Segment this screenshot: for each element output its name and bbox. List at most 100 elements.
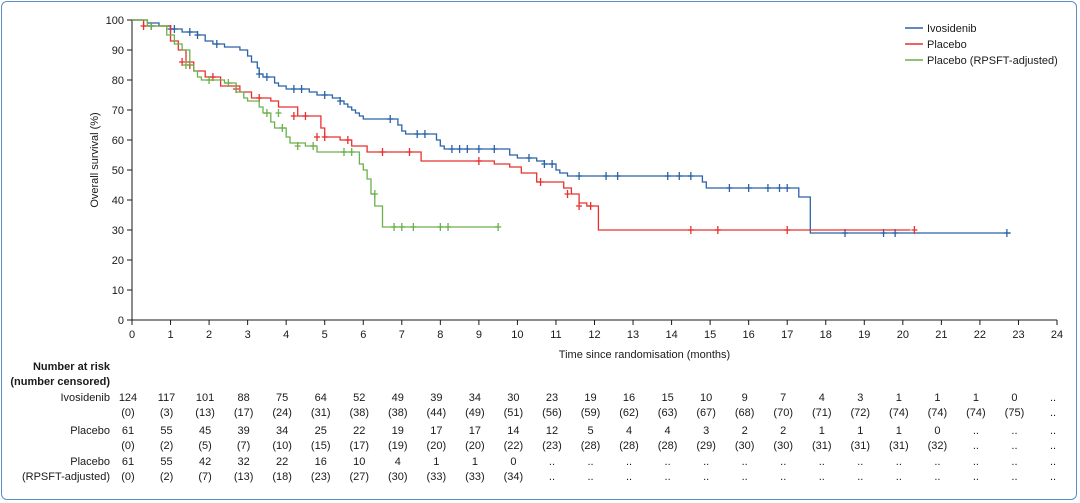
x-tick-label: 24 — [1051, 329, 1063, 341]
x-tick-label: 18 — [820, 329, 832, 341]
censored-value: (3) — [160, 407, 173, 419]
censored-value: (38) — [349, 407, 369, 419]
at-risk-value: 49 — [392, 392, 404, 404]
censored-value: .. — [973, 471, 979, 483]
x-tick-label: 17 — [781, 329, 793, 341]
at-risk-value: .. — [857, 456, 863, 468]
legend-label: Ivosidenib — [927, 23, 977, 35]
y-tick-label: 60 — [112, 135, 124, 147]
censored-value: (29) — [696, 440, 716, 452]
censored-value: .. — [1011, 440, 1017, 452]
at-risk-value: 1 — [819, 425, 825, 437]
risk-table-subtitle: (number censored) — [10, 376, 110, 388]
censored-value: (49) — [465, 407, 485, 419]
censored-value: (62) — [619, 407, 639, 419]
censored-value: (18) — [272, 471, 292, 483]
censored-value: .. — [1050, 440, 1056, 452]
at-risk-value: 7 — [780, 392, 786, 404]
y-tick-label: 80 — [112, 75, 124, 87]
at-risk-value: .. — [819, 456, 825, 468]
censored-value: (75) — [1005, 407, 1025, 419]
x-tick-label: 23 — [1012, 329, 1024, 341]
censored-value: .. — [1050, 407, 1056, 419]
at-risk-value: .. — [626, 456, 632, 468]
y-tick-label: 30 — [112, 225, 124, 237]
legend-label: Placebo (RPSFT-adjusted) — [927, 55, 1058, 67]
x-tick-label: 16 — [743, 329, 755, 341]
censored-value: (10) — [272, 440, 292, 452]
at-risk-value: .. — [1050, 456, 1056, 468]
at-risk-value: 15 — [661, 392, 673, 404]
at-risk-value: 34 — [469, 392, 481, 404]
censored-value: (63) — [658, 407, 678, 419]
at-risk-value: 45 — [199, 425, 211, 437]
censored-value: (56) — [542, 407, 562, 419]
censored-value: (23) — [542, 440, 562, 452]
at-risk-value: 16 — [315, 456, 327, 468]
x-tick-label: 22 — [974, 329, 986, 341]
series-line-2 — [132, 19, 499, 228]
at-risk-value: 4 — [819, 392, 825, 404]
x-tick-label: 15 — [704, 329, 716, 341]
at-risk-value: 55 — [160, 425, 172, 437]
x-tick-label: 1 — [167, 329, 173, 341]
at-risk-value: 4 — [395, 456, 401, 468]
x-tick-label: 3 — [245, 329, 251, 341]
censored-value: (28) — [658, 440, 678, 452]
censored-value: .. — [626, 471, 632, 483]
censored-value: .. — [934, 471, 940, 483]
at-risk-value: .. — [1050, 425, 1056, 437]
at-risk-value: 2 — [742, 425, 748, 437]
censored-value: (2) — [160, 440, 173, 452]
risk-row-label: Ivosidenib — [60, 392, 110, 404]
censored-value: (20) — [465, 440, 485, 452]
y-tick-label: 70 — [112, 105, 124, 117]
censored-value: (31) — [311, 407, 331, 419]
censored-value: .. — [549, 471, 555, 483]
at-risk-value: .. — [742, 456, 748, 468]
censored-value: (13) — [195, 407, 215, 419]
at-risk-value: 30 — [507, 392, 519, 404]
at-risk-value: 10 — [353, 456, 365, 468]
y-tick-label: 0 — [118, 315, 124, 327]
censored-value: (31) — [812, 440, 832, 452]
at-risk-value: 5 — [587, 425, 593, 437]
series-line-0 — [132, 19, 1011, 234]
censored-value: (2) — [160, 471, 173, 483]
at-risk-value: 19 — [392, 425, 404, 437]
x-tick-label: 0 — [129, 329, 135, 341]
at-risk-value: 32 — [238, 456, 250, 468]
censored-value: .. — [587, 471, 593, 483]
censored-value: (67) — [696, 407, 716, 419]
y-tick-label: 20 — [112, 255, 124, 267]
censored-value: .. — [973, 440, 979, 452]
x-tick-label: 21 — [935, 329, 947, 341]
at-risk-value: 1 — [433, 456, 439, 468]
at-risk-value: .. — [665, 456, 671, 468]
at-risk-value: 22 — [353, 425, 365, 437]
censored-value: (74) — [928, 407, 948, 419]
censored-value: (70) — [773, 407, 793, 419]
x-tick-label: 13 — [627, 329, 639, 341]
at-risk-value: 4 — [626, 425, 632, 437]
y-axis-label: Overall survival (%) — [89, 112, 101, 207]
at-risk-value: .. — [896, 456, 902, 468]
censored-value: (7) — [237, 440, 250, 452]
censored-value: (44) — [427, 407, 447, 419]
at-risk-value: 39 — [238, 425, 250, 437]
at-risk-value: 17 — [469, 425, 481, 437]
at-risk-value: .. — [549, 456, 555, 468]
y-tick-label: 100 — [106, 15, 124, 27]
censored-value: .. — [1050, 471, 1056, 483]
x-tick-label: 11 — [550, 329, 561, 341]
at-risk-value: 4 — [665, 425, 671, 437]
y-tick-label: 90 — [112, 45, 124, 57]
censored-value: (30) — [773, 440, 793, 452]
at-risk-value: 10 — [700, 392, 712, 404]
at-risk-value: 55 — [160, 456, 172, 468]
censored-value: (27) — [349, 471, 369, 483]
censored-value: (34) — [504, 471, 524, 483]
risk-row-label: Placebo — [70, 425, 110, 437]
censored-value: (51) — [504, 407, 524, 419]
